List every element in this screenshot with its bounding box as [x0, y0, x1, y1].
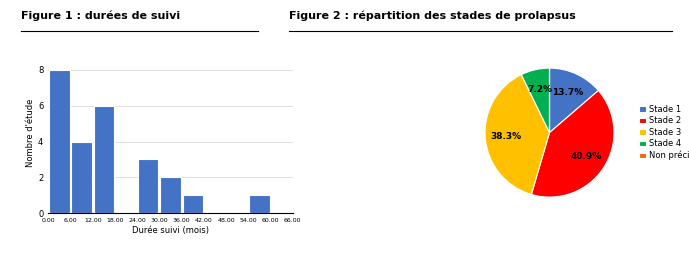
Wedge shape [522, 68, 550, 133]
Bar [161, 177, 181, 213]
Bar [94, 106, 114, 213]
Text: Figure 1 : durées de suivi: Figure 1 : durées de suivi [21, 10, 180, 21]
Bar [72, 141, 92, 213]
Text: 38.3%: 38.3% [491, 132, 522, 141]
Wedge shape [550, 68, 598, 133]
Y-axis label: Nombre d'étude: Nombre d'étude [26, 99, 35, 167]
Wedge shape [531, 90, 614, 197]
Bar [49, 70, 70, 213]
Bar [138, 159, 158, 213]
X-axis label: Durée suivi (mois): Durée suivi (mois) [132, 226, 209, 235]
Text: 7.2%: 7.2% [527, 85, 552, 94]
Text: 13.7%: 13.7% [552, 88, 584, 97]
Bar [249, 195, 269, 213]
Text: Figure 2 : répartition des stades de prolapsus: Figure 2 : répartition des stades de pro… [289, 10, 576, 21]
Bar [183, 195, 203, 213]
Text: 40.9%: 40.9% [570, 152, 602, 161]
Wedge shape [485, 75, 550, 194]
Legend: Stade 1, Stade 2, Stade 3, Stade 4, Non précisé: Stade 1, Stade 2, Stade 3, Stade 4, Non … [637, 103, 689, 162]
